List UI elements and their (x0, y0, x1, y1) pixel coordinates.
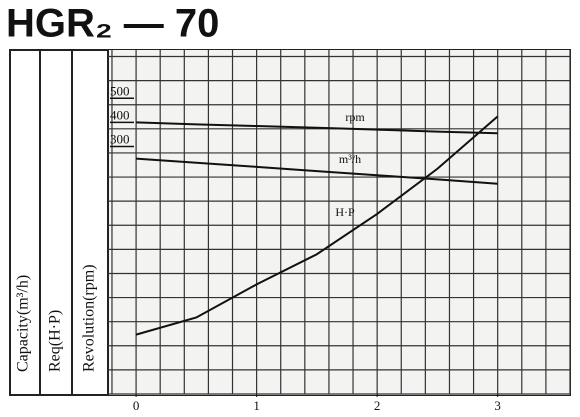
axis-label: Revolution(rpm) (81, 264, 98, 372)
chart-title: HGR₂ — 70 (6, 2, 219, 46)
series-line (135, 115, 499, 336)
series-label: rpm (345, 110, 365, 124)
series-line (136, 157, 498, 185)
x-tick-label: 3 (494, 398, 501, 413)
y-tick-label: 500 (110, 83, 130, 98)
axis-label: Capacity(m³/h) (15, 275, 32, 372)
x-tick-label: 0 (133, 398, 140, 413)
x-tick-label: 1 (253, 398, 260, 413)
plot-bg (108, 50, 570, 395)
y-tick-label: 400 (110, 107, 130, 122)
y-tick-label: 300 (110, 132, 130, 147)
axis-label: Req(H·P) (47, 310, 64, 372)
series-label: m³/h (339, 152, 361, 166)
series-line (136, 121, 498, 135)
series-label: H·P (335, 205, 355, 219)
plot: rpm m³/h H·P (135, 110, 499, 336)
x-tick-label: 2 (374, 398, 381, 413)
